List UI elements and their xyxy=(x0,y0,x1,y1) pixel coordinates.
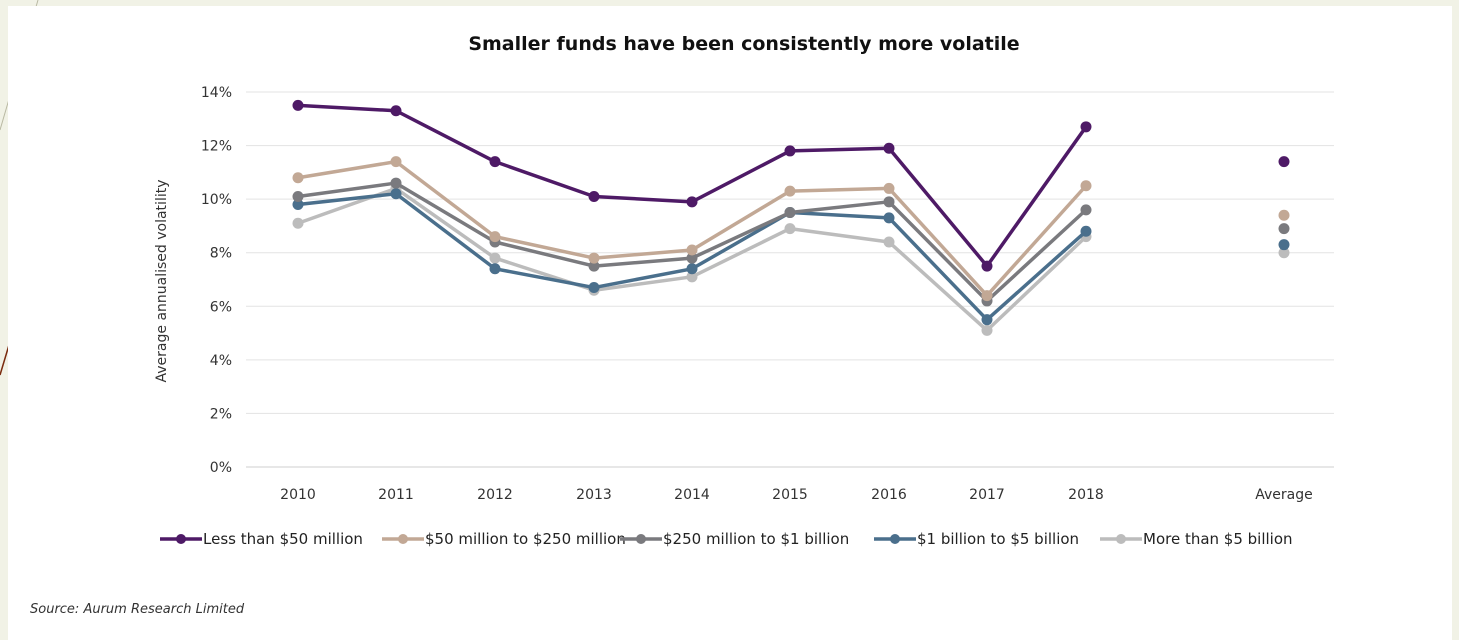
data-point xyxy=(390,188,402,200)
x-tick-label: 2013 xyxy=(576,487,612,503)
data-point xyxy=(489,156,501,168)
data-point xyxy=(883,182,895,194)
data-point xyxy=(784,145,796,157)
data-point xyxy=(883,142,895,154)
data-point xyxy=(981,290,993,302)
data-point xyxy=(390,156,402,168)
y-axis-ticks: 0% 2% 4% 6% 8% 10% 12% 14% xyxy=(201,85,232,476)
data-point xyxy=(784,207,796,219)
data-point xyxy=(292,99,304,111)
x-tick-label: 2017 xyxy=(969,487,1005,503)
data-point xyxy=(686,263,698,275)
x-tick-label: 2015 xyxy=(772,487,808,503)
series-line xyxy=(297,103,1088,268)
data-point xyxy=(1080,225,1092,237)
y-tick-label: 12% xyxy=(201,139,232,155)
chart-title: Smaller funds have been consistently mor… xyxy=(468,33,1019,55)
x-tick-label: 2018 xyxy=(1068,487,1104,503)
legend-swatch-dot xyxy=(1116,534,1126,544)
y-tick-label: 2% xyxy=(210,406,232,422)
data-point xyxy=(883,212,895,224)
data-point xyxy=(784,223,796,235)
x-tick-label: 2016 xyxy=(871,487,907,503)
line-chart: Smaller funds have been consistently mor… xyxy=(154,33,1334,548)
legend-label: $50 million to $250 million xyxy=(425,530,626,548)
data-point xyxy=(588,260,600,272)
data-point xyxy=(390,105,402,117)
data-point xyxy=(489,252,501,264)
data-point xyxy=(686,252,698,264)
data-point xyxy=(588,282,600,294)
legend-swatch-dot xyxy=(636,534,646,544)
data-point xyxy=(686,271,698,283)
x-tick-label: 2014 xyxy=(674,487,710,503)
legend-item: Less than $50 million xyxy=(160,530,363,548)
legend-item: $50 million to $250 million xyxy=(382,530,626,548)
chart-panel: Smaller funds have been consistently mor… xyxy=(8,6,1452,640)
y-tick-label: 4% xyxy=(210,353,232,369)
data-point xyxy=(588,190,600,202)
legend-label: More than $5 billion xyxy=(1143,530,1293,548)
y-tick-label: 10% xyxy=(201,192,232,208)
y-tick-label: 14% xyxy=(201,85,232,101)
x-axis-ticks: 2010 2011 2012 2013 2014 2015 2016 2017 2018 Aver… xyxy=(280,487,1313,503)
y-tick-label: 0% xyxy=(210,460,232,476)
y-axis-label: Average annualised volatility xyxy=(154,180,170,383)
average-point xyxy=(1278,156,1290,168)
legend-item: More than $5 billion xyxy=(1100,530,1293,548)
legend-label: Less than $50 million xyxy=(203,530,363,548)
data-point xyxy=(489,231,501,243)
legend-label: $250 million to $1 billion xyxy=(663,530,849,548)
data-point xyxy=(489,263,501,275)
data-point xyxy=(292,199,304,210)
average-point xyxy=(1278,223,1290,235)
data-point xyxy=(883,236,895,248)
series xyxy=(292,182,1290,336)
legend-swatch-dot xyxy=(176,534,186,544)
data-point xyxy=(784,185,796,197)
data-point xyxy=(292,172,304,184)
legend-swatch-dot xyxy=(890,534,900,544)
data-point xyxy=(981,260,993,272)
data-point xyxy=(1080,204,1092,216)
x-tick-label: 2012 xyxy=(477,487,513,503)
data-point xyxy=(981,314,993,326)
legend: Less than $50 million $50 million to $250… xyxy=(160,530,1293,548)
x-tick-label: Average xyxy=(1255,487,1313,503)
data-point xyxy=(1080,180,1092,192)
y-tick-label: 6% xyxy=(210,299,232,315)
average-point xyxy=(1278,247,1290,259)
data-point xyxy=(588,252,600,264)
data-point xyxy=(390,177,402,189)
y-tick-label: 8% xyxy=(210,246,232,262)
data-point xyxy=(1080,121,1092,133)
data-point xyxy=(292,217,304,229)
legend-label: $1 billion to $5 billion xyxy=(917,530,1079,548)
x-tick-label: 2010 xyxy=(280,487,316,503)
data-point xyxy=(981,324,993,336)
series-group xyxy=(292,99,1290,336)
data-point xyxy=(686,244,698,256)
data-point xyxy=(686,196,698,208)
legend-swatch-dot xyxy=(398,534,408,544)
legend-item: $250 million to $1 billion xyxy=(620,530,849,548)
data-point xyxy=(883,196,895,208)
source-note: Source: Aurum Research Limited xyxy=(30,602,245,617)
legend-item: $1 billion to $5 billion xyxy=(874,530,1079,548)
data-point xyxy=(292,190,304,202)
series xyxy=(292,156,1290,302)
average-point xyxy=(1278,209,1290,221)
series xyxy=(292,99,1290,272)
average-point xyxy=(1278,239,1290,251)
x-tick-label: 2011 xyxy=(378,487,414,503)
